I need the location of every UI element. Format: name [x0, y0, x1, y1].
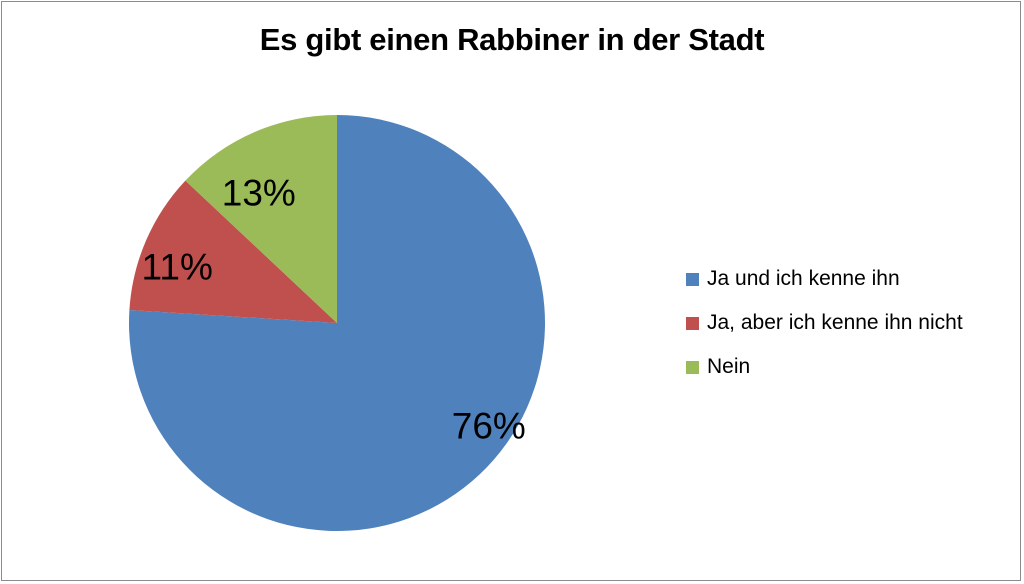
pie-slice-label: 76%: [452, 406, 526, 447]
pie-slices: [128, 114, 545, 531]
pie-slice: [128, 115, 545, 531]
legend-item: Ja und ich kenne ihn: [686, 264, 963, 294]
pie-slice-labels: 76% 11%13%: [142, 173, 526, 447]
pie-slice: [129, 180, 337, 323]
legend-label: Ja, aber ich kenne ihn nicht: [707, 311, 963, 334]
legend-swatch: [686, 316, 699, 330]
legend-label: Ja und ich kenne ihn: [707, 267, 900, 290]
legend-label: Nein: [707, 355, 751, 378]
chart-legend: Ja und ich kenne ihn Ja, aber ich kenne i…: [686, 264, 963, 396]
pie-slice: [185, 114, 337, 323]
legend-swatch: [686, 360, 699, 374]
chart-title: Es gibt einen Rabbiner in der Stadt: [259, 22, 765, 57]
legend-swatch: [686, 272, 699, 286]
legend-item: Ja, aber ich kenne ihn nicht: [686, 308, 963, 338]
pie-slice-label: 11%: [142, 246, 213, 287]
legend-item: Nein: [686, 352, 963, 382]
pie-slice-label: 13%: [222, 173, 296, 214]
